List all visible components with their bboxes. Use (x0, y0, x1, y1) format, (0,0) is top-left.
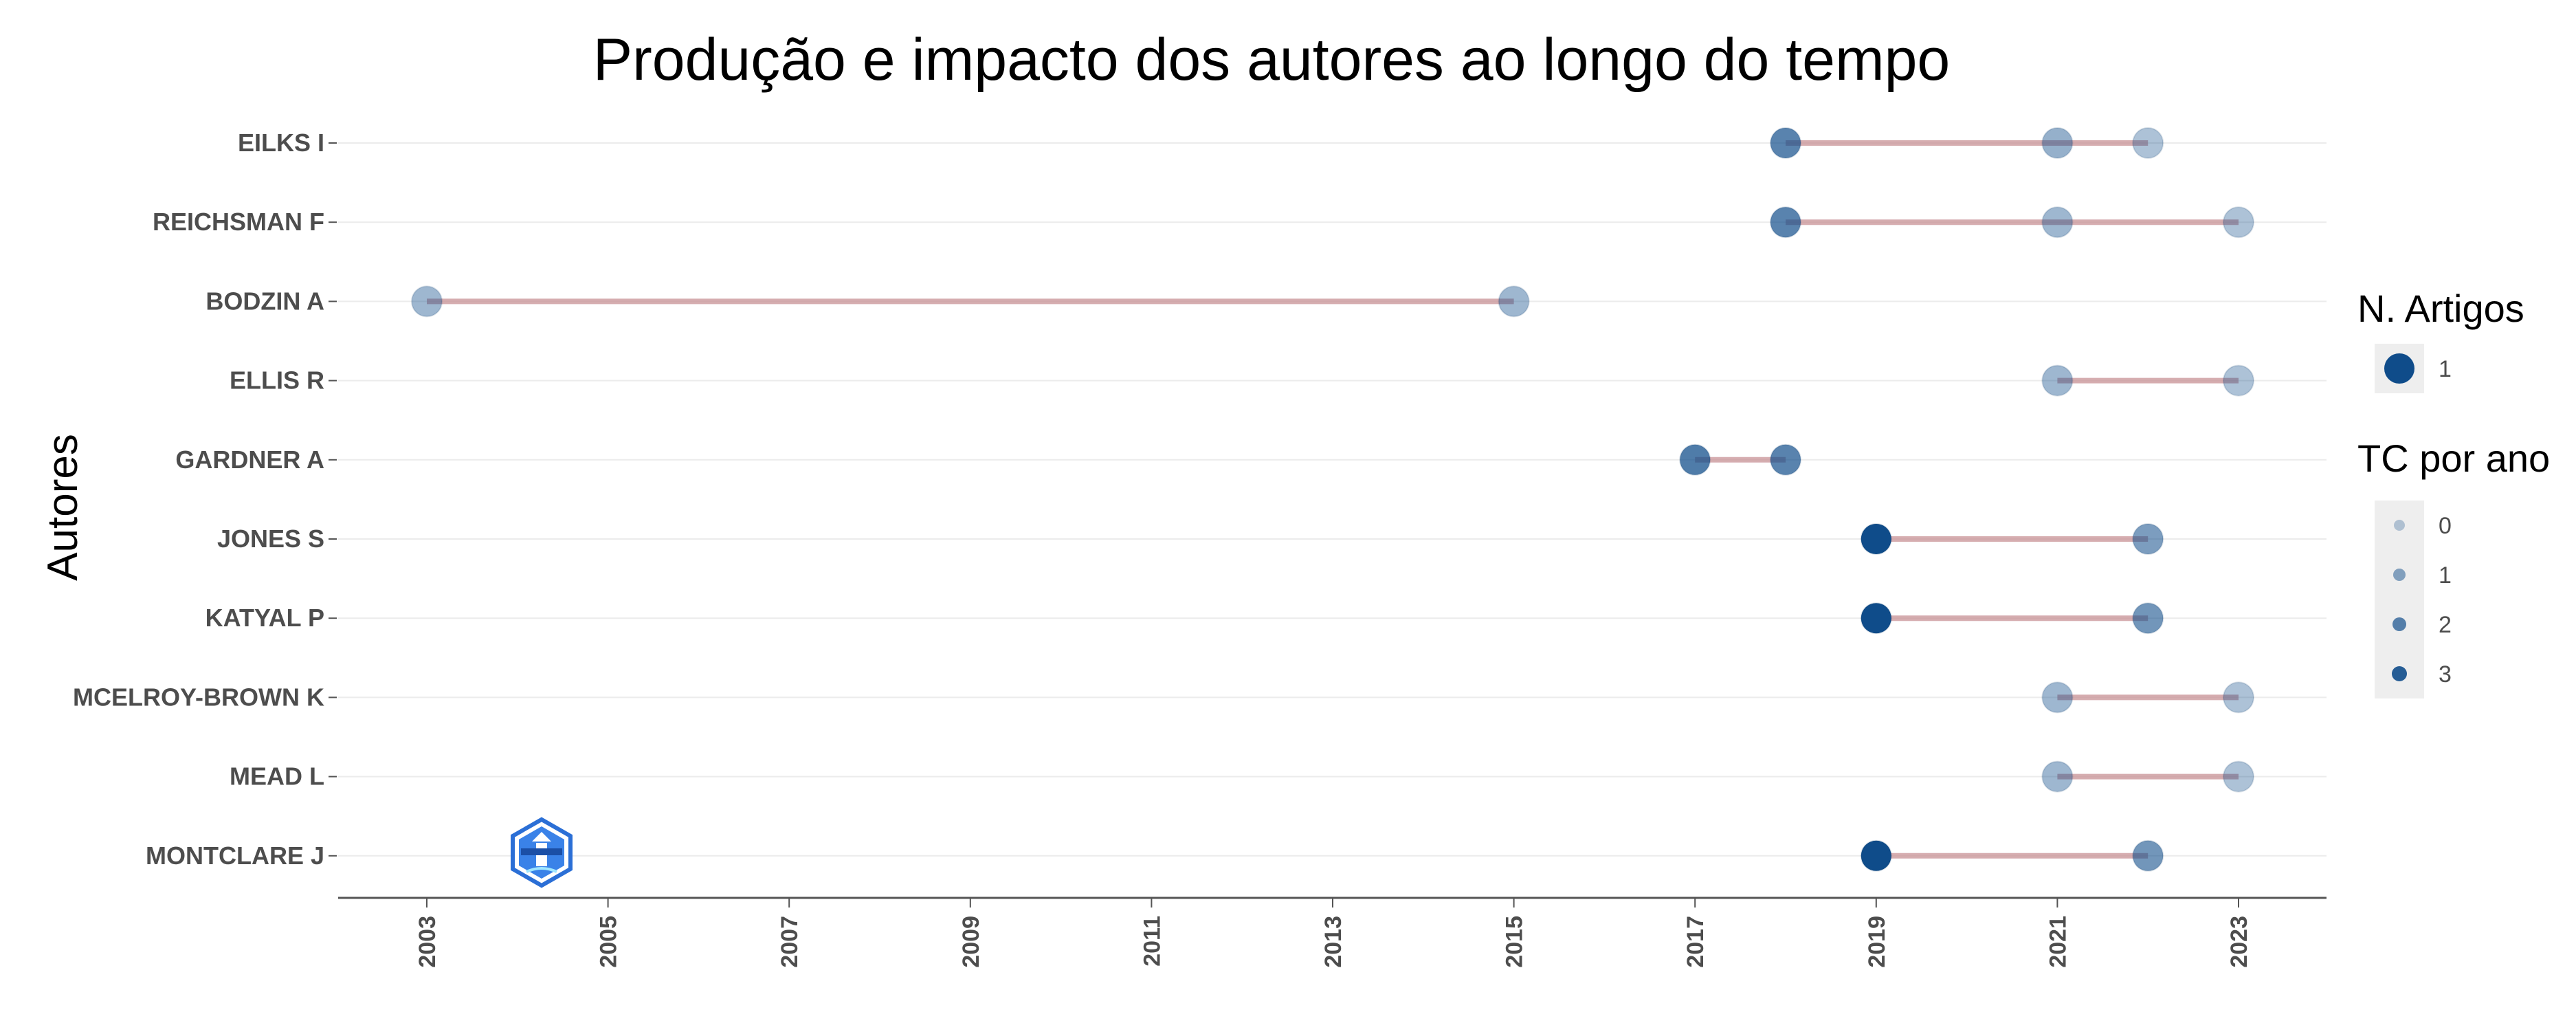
legend-color-label-0: 0 (2439, 513, 2452, 539)
legend-color-title: TC por ano (2357, 437, 2550, 480)
x-tick-label-2019: 2019 (1864, 916, 1890, 968)
legend-color-key-2 (2392, 617, 2406, 631)
y-tick-label-eilks-i: EILKS I (238, 129, 324, 157)
y-axis: EILKS I REICHSMAN F BODZIN A ELLIS R GARDNER… (73, 129, 337, 870)
point-eilks-i-2021 (2041, 127, 2074, 159)
y-tick-label-mcelroy-brown-k: MCELROY-BROWN K (73, 683, 324, 711)
legend-color-key-1 (2393, 569, 2406, 581)
legend-color-label-2: 2 (2439, 612, 2452, 638)
x-tick-label-2021: 2021 (2045, 916, 2071, 968)
legend-color-label-1: 1 (2439, 562, 2452, 588)
y-tick-label-ellis-r: ELLIS R (230, 366, 324, 395)
x-axis: 2003 2005 2007 2009 2011 2013 2015 2017 2019 2021… (338, 896, 2327, 968)
grid-lines (338, 142, 2327, 857)
point-gardner-a-2017 (1679, 443, 1711, 476)
points (411, 127, 2254, 872)
y-tick-label-montclare-j: MONTCLARE J (146, 842, 324, 870)
point-mcelroy-brown-k-2023 (2223, 681, 2254, 714)
x-tick-label-2003: 2003 (414, 916, 441, 968)
y-tick-label-reichsman-f: REICHSMAN F (153, 208, 324, 236)
point-jones-s-2022 (2132, 523, 2164, 555)
point-katyal-p-2019 (1860, 602, 1892, 635)
x-tick-label-2005: 2005 (596, 916, 622, 968)
x-tick-label-2009: 2009 (958, 916, 984, 968)
point-jones-s-2019 (1860, 523, 1892, 555)
bibliometrix-logo-icon (511, 817, 573, 888)
point-ellis-r-2023 (2223, 364, 2254, 397)
y-tick-label-jones-s: JONES S (217, 525, 324, 553)
point-montclare-j-2019 (1860, 839, 1892, 872)
x-tick-label-2023: 2023 (2226, 916, 2252, 968)
x-tick-label-2013: 2013 (1320, 916, 1346, 968)
point-reichsman-f-2023 (2223, 206, 2254, 239)
point-mead-l-2023 (2223, 760, 2254, 793)
point-reichsman-f-2021 (2041, 206, 2074, 239)
legend-color-label-3: 3 (2439, 661, 2452, 688)
point-mead-l-2021 (2041, 760, 2074, 793)
y-tick-label-mead-l: MEAD L (230, 762, 324, 791)
point-ellis-r-2021 (2041, 364, 2074, 397)
point-gardner-a-2018 (1770, 443, 1801, 476)
legend-color-key-bg (2375, 500, 2424, 698)
legend-color-key-3 (2392, 666, 2407, 681)
point-eilks-i-2018 (1770, 127, 1801, 159)
legend: N. Artigos 1 TC por ano 0 1 2 3 (2357, 287, 2550, 698)
legend-size-key (2384, 353, 2414, 384)
legend-size-label: 1 (2439, 356, 2452, 382)
point-mcelroy-brown-k-2021 (2041, 681, 2074, 714)
y-axis-label: Autores (39, 434, 87, 581)
chart-title: Produção e impacto dos autores ao longo … (593, 27, 1951, 93)
x-tick-label-2011: 2011 (1139, 916, 1165, 967)
x-tick-label-2017: 2017 (1683, 916, 1709, 968)
y-tick-label-bodzin-a: BODZIN A (206, 287, 324, 315)
point-bodzin-a-2015 (1498, 285, 1530, 318)
point-eilks-i-2022 (2132, 127, 2164, 159)
point-montclare-j-2022 (2132, 839, 2164, 872)
x-tick-label-2007: 2007 (777, 916, 803, 968)
legend-size-title: N. Artigos (2357, 287, 2524, 330)
legend-color-key-0 (2394, 520, 2405, 531)
x-tick-label-2015: 2015 (1502, 916, 1528, 968)
segments (427, 140, 2239, 859)
point-katyal-p-2022 (2132, 602, 2164, 635)
y-tick-label-katyal-p: KATYAL P (206, 604, 324, 632)
y-tick-label-gardner-a: GARDNER A (175, 446, 324, 474)
point-reichsman-f-2018 (1770, 206, 1801, 239)
point-bodzin-a-2003 (411, 285, 443, 318)
